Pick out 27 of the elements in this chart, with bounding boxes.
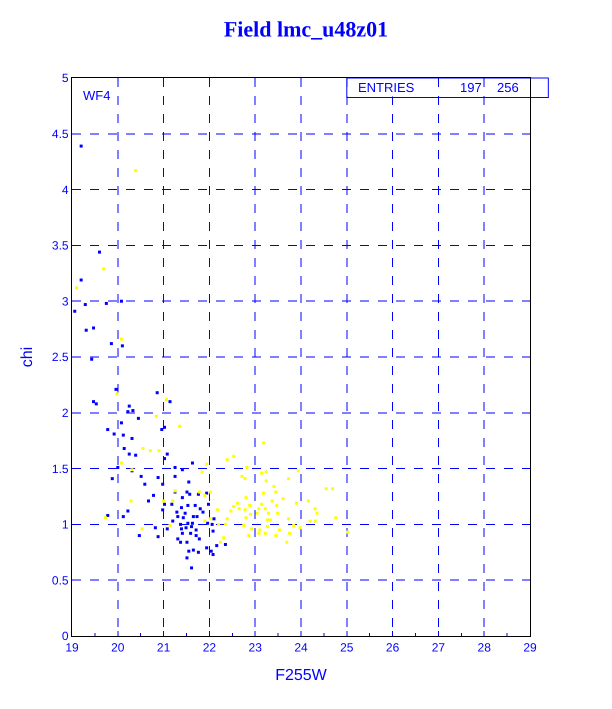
x-tick-label: 26 (386, 640, 400, 654)
x-tick-label: 25 (340, 640, 354, 654)
x-tick-label: 24 (294, 640, 308, 654)
annotation: 256 (497, 80, 519, 95)
y-tick-label: 3.5 (52, 238, 69, 253)
y-axis-title: chi (18, 346, 36, 368)
x-tick-label: 22 (202, 640, 216, 654)
annotation: WF4 (83, 88, 110, 103)
y-tick-label: 2.5 (52, 350, 69, 364)
x-tick-label: 29 (523, 640, 537, 654)
x-tick-label: 20 (111, 640, 125, 654)
chart-title: Field lmc_u48z01 (224, 16, 388, 42)
y-tick-label: 4.5 (52, 127, 69, 141)
y-tick-label: 1.5 (52, 462, 69, 476)
y-tick-label: 5 (62, 71, 69, 86)
y-tick-label: 0.5 (52, 573, 69, 588)
annotation: ENTRIES (358, 80, 415, 95)
y-tick-label: 1 (62, 518, 69, 532)
x-tick-label: 21 (156, 640, 171, 654)
y-tick-label: 3 (62, 294, 69, 308)
x-tick-label: 23 (248, 640, 262, 654)
y-tick-label: 2 (62, 406, 69, 420)
annotation: 197 (460, 80, 482, 95)
x-tick-label: 27 (432, 640, 446, 654)
y-tick-label: 4 (62, 182, 69, 197)
x-axis-title: F255W (275, 667, 328, 684)
x-tick-label: 28 (478, 640, 492, 654)
